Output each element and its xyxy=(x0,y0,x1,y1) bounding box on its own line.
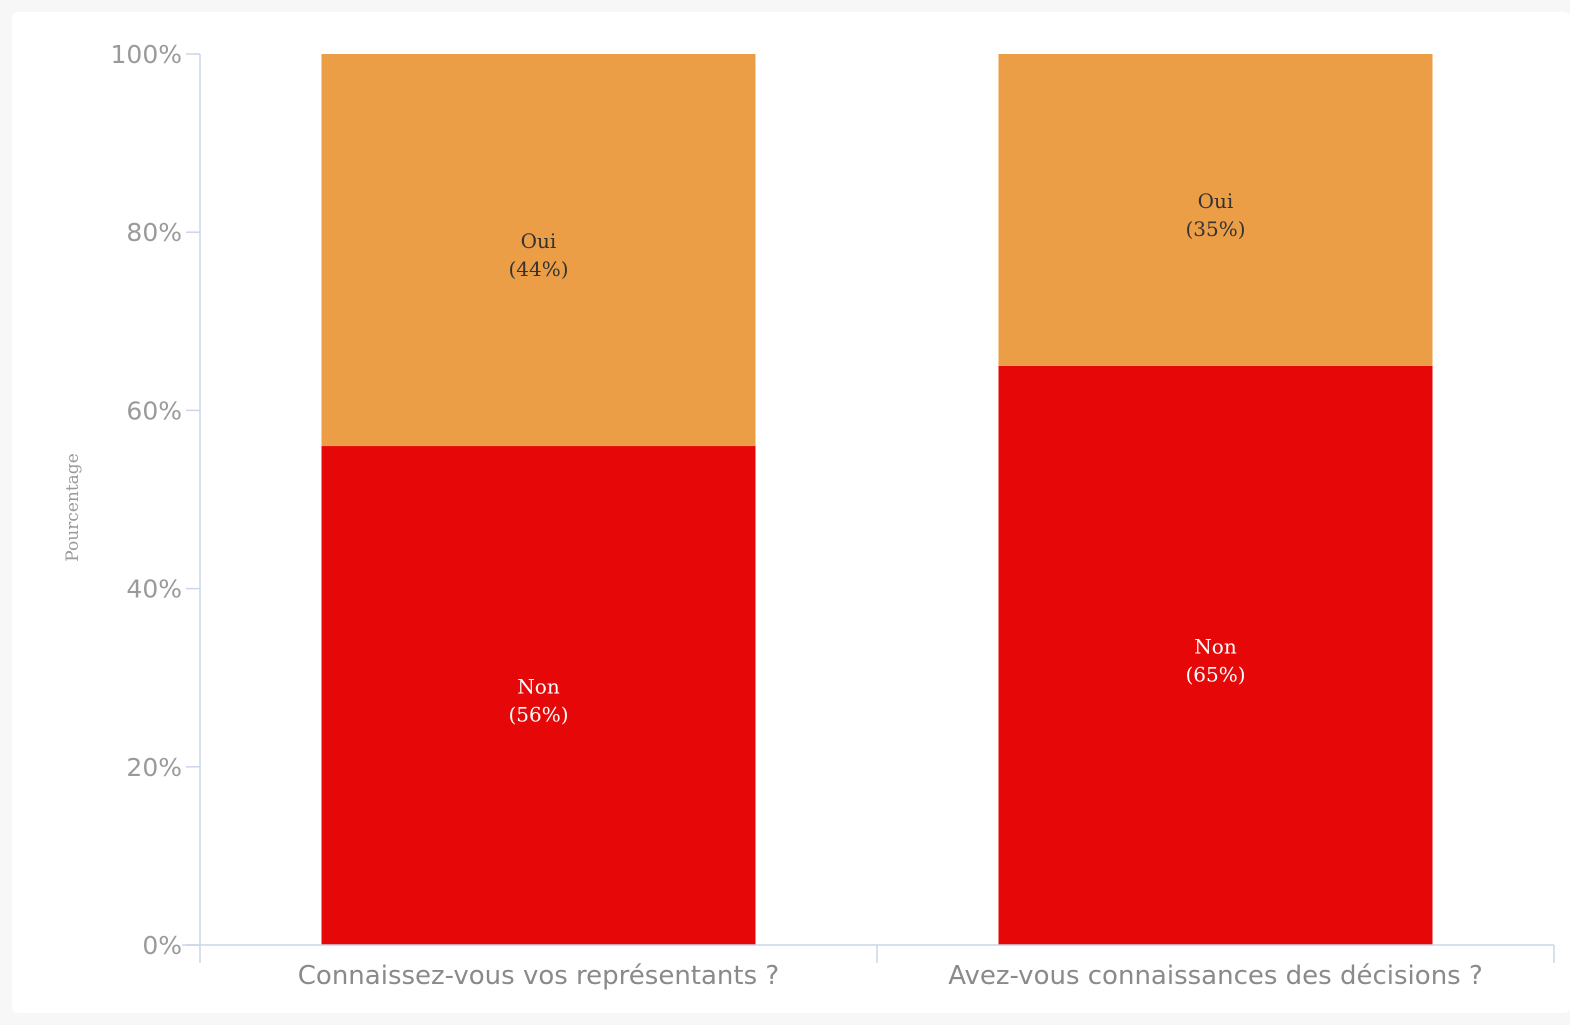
segment-label-percent: (44%) xyxy=(508,257,568,281)
segment-label-percent: (56%) xyxy=(508,703,568,727)
y-axis-title: Pourcentage xyxy=(63,453,83,562)
bar-segment-non xyxy=(321,446,756,945)
stacked-bar-chart: Non (56%) Oui (44%) Non (65%) Oui (35%) 0% 20% 40… xyxy=(63,40,1555,991)
segment-labels-layer: Non (56%) Oui (44%) Non (65%) Oui (35%) xyxy=(508,189,1245,727)
bars-layer xyxy=(321,54,1433,946)
bar-segment-oui xyxy=(321,54,756,447)
y-ticks-layer: 0% 20% 40% 60% 80% 100% xyxy=(111,40,200,960)
chart-card: Non (56%) Oui (44%) Non (65%) Oui (35%) 0% 20% 40… xyxy=(12,12,1570,1013)
y-tick-label: 100% xyxy=(111,40,182,69)
x-category-label: Connaissez-vous vos représentants ? xyxy=(298,961,779,991)
y-tick-label: 20% xyxy=(126,753,182,782)
y-tick-label: 40% xyxy=(126,575,182,604)
x-category-label: Avez-vous connaissances des décisions ? xyxy=(948,961,1483,991)
axes-layer xyxy=(182,54,1554,963)
segment-label-name: Oui xyxy=(1198,189,1234,213)
segment-label-name: Oui xyxy=(521,229,557,253)
x-categories-layer: Connaissez-vous vos représentants ? Avez-… xyxy=(298,945,1555,991)
segment-label-name: Non xyxy=(517,675,560,699)
segment-label-percent: (35%) xyxy=(1185,217,1245,241)
bar-segment-non xyxy=(998,365,1433,946)
segment-label-name: Non xyxy=(1194,634,1237,658)
segment-label-percent: (65%) xyxy=(1185,662,1245,686)
y-tick-label: 60% xyxy=(126,396,182,425)
bar-segment-oui xyxy=(998,54,1433,366)
y-tick-label: 0% xyxy=(142,931,182,960)
y-tick-label: 80% xyxy=(126,218,182,247)
